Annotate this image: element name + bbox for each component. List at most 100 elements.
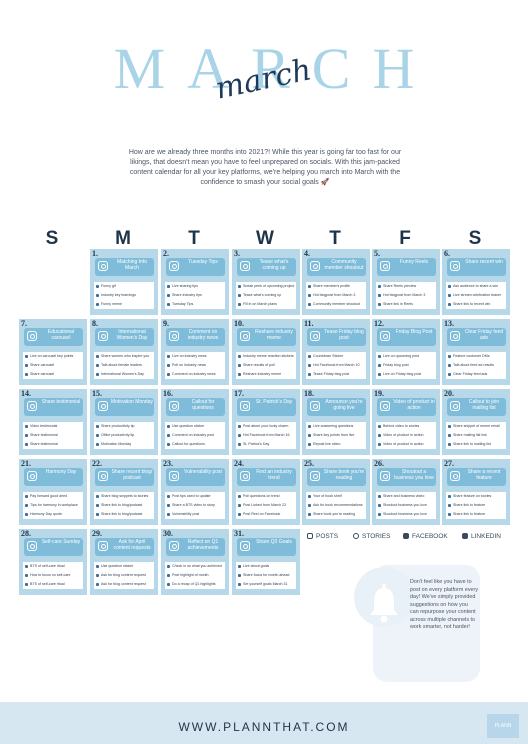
task-item: Share link in Reels <box>376 300 436 309</box>
day-number: 22. <box>92 459 102 468</box>
task-list: Sneak peek of upcoming project Tease what… <box>236 282 296 309</box>
post-title: Share recent win <box>465 259 503 265</box>
day-number: 30. <box>163 529 173 538</box>
post-title: Find an industry trend <box>256 469 292 481</box>
day-cell: 11. Tease Friday blog post Countdown Stick… <box>302 319 370 385</box>
task-list: Post tips used to update Share a BTS vide… <box>165 492 225 519</box>
task-item: Share link to blog/podcast <box>94 501 154 510</box>
day-number: 5. <box>374 249 380 258</box>
post-title: Callout to join mailing list <box>468 399 500 411</box>
post-title: Shoutout a business you love <box>394 469 434 481</box>
task-list: Share feature on stories Share link to fe… <box>446 492 506 519</box>
task-list: Live on industry news Poll on industry ne… <box>165 352 225 379</box>
task-item: Friday blog post <box>376 361 436 370</box>
instagram-icon <box>310 261 320 271</box>
footer-url[interactable]: WWW.PLANNTHAT.COM <box>178 720 350 734</box>
task-item: Behind video to stories <box>376 422 436 431</box>
task-list: Live about goals Share focus for month ah… <box>236 562 296 589</box>
task-list: Poll questions on trend Post Linked from … <box>236 492 296 519</box>
day-number: 29. <box>92 529 102 538</box>
post-bubble: Share Q2 Goals <box>237 538 296 556</box>
day-cell: 24. Find an industry trend Poll questions … <box>232 459 300 525</box>
post-title: Callout for questions <box>191 399 215 411</box>
task-list: Share women who inspire you Talk about fe… <box>94 352 154 379</box>
post-title: Ask for April content requests <box>113 539 151 551</box>
task-item: Motivation Monday <box>94 440 154 449</box>
day-cell: 16. Callout for questions Use question sti… <box>161 389 229 455</box>
task-item: Share link to feature <box>446 501 506 510</box>
task-item: Sneak peek of upcoming project <box>236 282 296 291</box>
post-bubble: Find an industry trend <box>237 468 296 486</box>
day-cell: 17. St. Patrick's Day Post about your luck… <box>232 389 300 455</box>
task-list: Use question sticker Ask for blog content… <box>94 562 154 589</box>
page-title: MARCH <box>113 36 437 101</box>
stories-icon <box>353 533 359 539</box>
instagram-icon <box>98 261 108 271</box>
task-item: Share industry tips <box>165 291 225 300</box>
post-bubble: St. Patrick's Day <box>237 398 296 416</box>
day-number: 6. <box>444 249 450 258</box>
day-number: 16. <box>163 389 173 398</box>
task-item: Ask for blog content request <box>94 571 154 580</box>
dow-wednesday: W <box>256 228 274 249</box>
instagram-icon <box>310 471 320 481</box>
task-item: Ask audience to share a win <box>446 282 506 291</box>
task-item: Funny gif <box>94 282 154 291</box>
task-item: Live sharing tips <box>165 282 225 291</box>
post-bubble: Ask for April content requests <box>95 538 154 556</box>
day-cell: 27. Share a recent feature Share feature o… <box>442 459 510 525</box>
task-item: Clear Friday feed ads <box>446 370 506 379</box>
instagram-icon <box>450 261 460 271</box>
day-cell: 15. Motivation Monday Share productivity t… <box>90 389 158 455</box>
task-item: Your of book shelf <box>306 492 366 501</box>
facebook-icon <box>403 533 409 539</box>
day-cell: 29. Ask for April content requests Use que… <box>90 529 158 595</box>
tip-text: Don't feel like you have to post on ever… <box>410 579 479 630</box>
task-item: Share key points from live <box>306 431 366 440</box>
day-cell: 6. Share recent win Ask audience to share … <box>442 249 510 315</box>
day-number: 17. <box>234 389 244 398</box>
day-cell: 21. Harmony Day Pay forward good deed Tips … <box>19 459 87 525</box>
instagram-icon <box>380 401 390 411</box>
task-item: Callout for questions <box>165 440 225 449</box>
task-item: Share a BTS video to story <box>165 501 225 510</box>
post-bubble: Tease what's coming up <box>237 258 296 276</box>
task-item: Post Linked from March 23 <box>236 501 296 510</box>
day-number: 4. <box>304 249 310 258</box>
task-item: Industry key learnings <box>94 291 154 300</box>
post-title: Matching Into March <box>116 259 148 271</box>
day-number: 26. <box>374 459 384 468</box>
task-item: Repost live video <box>306 440 366 449</box>
post-bubble: Friday Blog Post <box>377 328 436 346</box>
day-number: 24. <box>234 459 244 468</box>
post-title: Reshare industry meme <box>255 329 293 341</box>
day-cell: 25. Share book you're reading Your of book… <box>302 459 370 525</box>
task-list: Check in on what you achieved Post highli… <box>165 562 225 589</box>
task-item: Post Reel on Facebook <box>236 510 296 519</box>
day-number: 15. <box>92 389 102 398</box>
day-cell: 9. Comment on industry news Live on indust… <box>161 319 229 385</box>
task-list: Behind video to stories Video of product … <box>376 422 436 449</box>
day-cell: 13. Clear Friday feed ads Feature customer… <box>442 319 510 385</box>
bell-icon <box>370 584 398 623</box>
post-title: Video of product in action <box>393 399 435 411</box>
instagram-icon <box>169 331 179 341</box>
task-item: Video testimonial <box>23 422 83 431</box>
task-item: Set yourself goals March 31 <box>236 580 296 589</box>
intro-text: How are we already three months into 202… <box>128 149 402 186</box>
day-number: 14. <box>21 389 31 398</box>
task-item: Talk about feed ad results <box>446 361 506 370</box>
day-cell: 7. Educational carousel Live on carousel k… <box>19 319 87 385</box>
legend-linkedin-label: LINKEDIN <box>471 533 501 540</box>
post-title: Tuesday Tips <box>188 259 218 265</box>
day-number: 18. <box>304 389 314 398</box>
day-number: 11. <box>304 319 314 328</box>
task-list: Feature customer DMs Talk about feed ad r… <box>446 352 506 379</box>
dow-saturday: S <box>468 228 482 249</box>
post-bubble: Shoutout a business you love <box>377 468 436 486</box>
post-title: Announce you're going live <box>325 399 363 411</box>
instagram-icon <box>98 541 108 551</box>
task-list: Share snippet of recent email Share maili… <box>446 422 506 449</box>
post-bubble: Share recent win <box>447 258 506 276</box>
task-item: International Women's Day <box>94 370 154 379</box>
